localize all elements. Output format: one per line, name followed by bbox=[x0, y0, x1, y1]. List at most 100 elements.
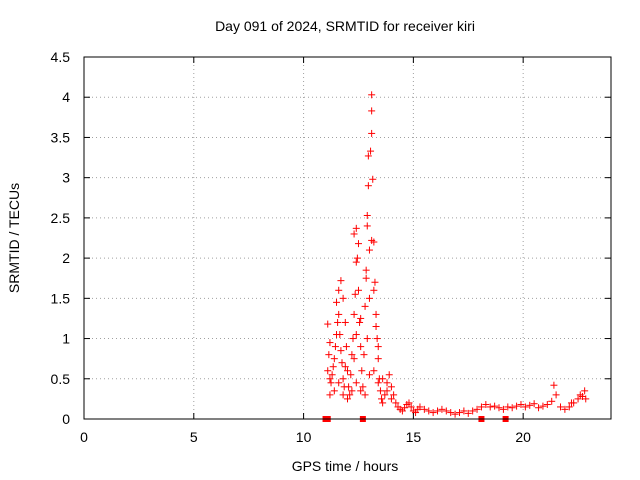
data-point bbox=[365, 246, 373, 254]
data-point bbox=[365, 294, 373, 302]
data-point bbox=[326, 391, 334, 399]
data-point bbox=[350, 355, 358, 363]
data-point bbox=[464, 409, 472, 417]
data-point bbox=[495, 404, 503, 412]
data-point bbox=[387, 383, 395, 391]
y-tick-label: 4.5 bbox=[51, 49, 71, 65]
data-point bbox=[374, 379, 382, 387]
data-point bbox=[387, 395, 395, 403]
data-point bbox=[356, 318, 364, 326]
data-point bbox=[364, 182, 372, 190]
data-point bbox=[352, 224, 360, 232]
data-point bbox=[574, 395, 582, 403]
data-point bbox=[385, 371, 393, 379]
axis-ticks bbox=[83, 56, 611, 420]
data-point bbox=[548, 397, 556, 405]
data-point bbox=[327, 379, 335, 387]
y-axis-label: SRMTID / TECUs bbox=[6, 183, 22, 293]
data-point bbox=[368, 91, 376, 99]
data-point bbox=[337, 277, 345, 285]
data-point bbox=[341, 318, 349, 326]
y-tick-label: 1 bbox=[62, 331, 70, 347]
data-point bbox=[420, 405, 428, 413]
data-point bbox=[326, 375, 334, 383]
data-point bbox=[581, 387, 589, 395]
data-point bbox=[442, 407, 450, 415]
data-point bbox=[326, 339, 334, 347]
data-point bbox=[357, 387, 365, 395]
data-point bbox=[339, 294, 347, 302]
data-point bbox=[342, 343, 350, 351]
y-tick-label: 3.5 bbox=[51, 129, 71, 145]
data-point bbox=[447, 409, 455, 417]
y-tick-label: 3 bbox=[62, 170, 70, 186]
data-point bbox=[550, 381, 558, 389]
x-tick-label: 15 bbox=[406, 429, 422, 445]
data-point bbox=[331, 343, 339, 351]
data-point bbox=[499, 405, 507, 413]
data-point bbox=[477, 403, 485, 411]
y-tick-label: 4 bbox=[62, 89, 70, 105]
data-point bbox=[336, 331, 344, 339]
data-point bbox=[351, 290, 359, 298]
data-point bbox=[335, 286, 343, 294]
data-point bbox=[349, 335, 357, 343]
data-point bbox=[429, 409, 437, 417]
x-axis-label: GPS time / hours bbox=[292, 458, 399, 474]
data-point bbox=[350, 230, 358, 238]
data-point bbox=[359, 383, 367, 391]
data-point bbox=[338, 359, 346, 367]
data-point bbox=[368, 236, 376, 244]
data-point bbox=[425, 407, 433, 415]
data-point bbox=[455, 409, 463, 417]
data-point bbox=[362, 274, 370, 282]
data-point bbox=[405, 399, 413, 407]
data-point bbox=[378, 395, 386, 403]
data-point bbox=[330, 387, 338, 395]
data-point bbox=[556, 403, 564, 411]
data-point bbox=[361, 302, 369, 310]
data-point bbox=[362, 266, 370, 274]
data-point bbox=[383, 379, 391, 387]
data-point bbox=[526, 401, 534, 409]
data-point bbox=[363, 335, 371, 343]
data-point bbox=[344, 395, 351, 403]
data-point bbox=[354, 286, 362, 294]
data-point bbox=[370, 286, 378, 294]
data-point bbox=[324, 367, 332, 375]
data-point bbox=[482, 401, 490, 409]
data-point bbox=[535, 404, 543, 412]
y-tick-label: 2.5 bbox=[51, 210, 71, 226]
data-point bbox=[451, 410, 459, 418]
data-point bbox=[360, 351, 368, 359]
data-point bbox=[521, 403, 529, 411]
y-tick-label: 1.5 bbox=[51, 290, 71, 306]
data-point bbox=[334, 318, 342, 326]
x-tick-label: 0 bbox=[80, 429, 88, 445]
data-point bbox=[368, 107, 376, 115]
data-point bbox=[473, 405, 481, 413]
grid bbox=[84, 57, 611, 419]
data-point bbox=[376, 387, 384, 395]
data-point bbox=[357, 343, 365, 351]
data-point bbox=[374, 355, 382, 363]
data-point bbox=[379, 399, 387, 407]
data-point bbox=[416, 403, 424, 411]
data-point bbox=[369, 175, 377, 183]
data-point bbox=[346, 391, 354, 399]
data-point bbox=[539, 402, 547, 410]
y-tick-label: 0.5 bbox=[51, 371, 71, 387]
data-point bbox=[365, 371, 373, 379]
data-point bbox=[517, 401, 525, 409]
chart-title: Day 091 of 2024, SRMTID for receiver kir… bbox=[215, 18, 475, 34]
data-point bbox=[513, 402, 521, 410]
data-point bbox=[344, 367, 351, 375]
data-point bbox=[491, 402, 499, 410]
data-point bbox=[335, 379, 343, 387]
plot-frame bbox=[83, 56, 612, 420]
data-point bbox=[325, 351, 333, 359]
data-point bbox=[364, 152, 372, 160]
data-point bbox=[330, 355, 338, 363]
y-tick-label: 0 bbox=[62, 411, 70, 427]
data-point bbox=[363, 222, 371, 230]
